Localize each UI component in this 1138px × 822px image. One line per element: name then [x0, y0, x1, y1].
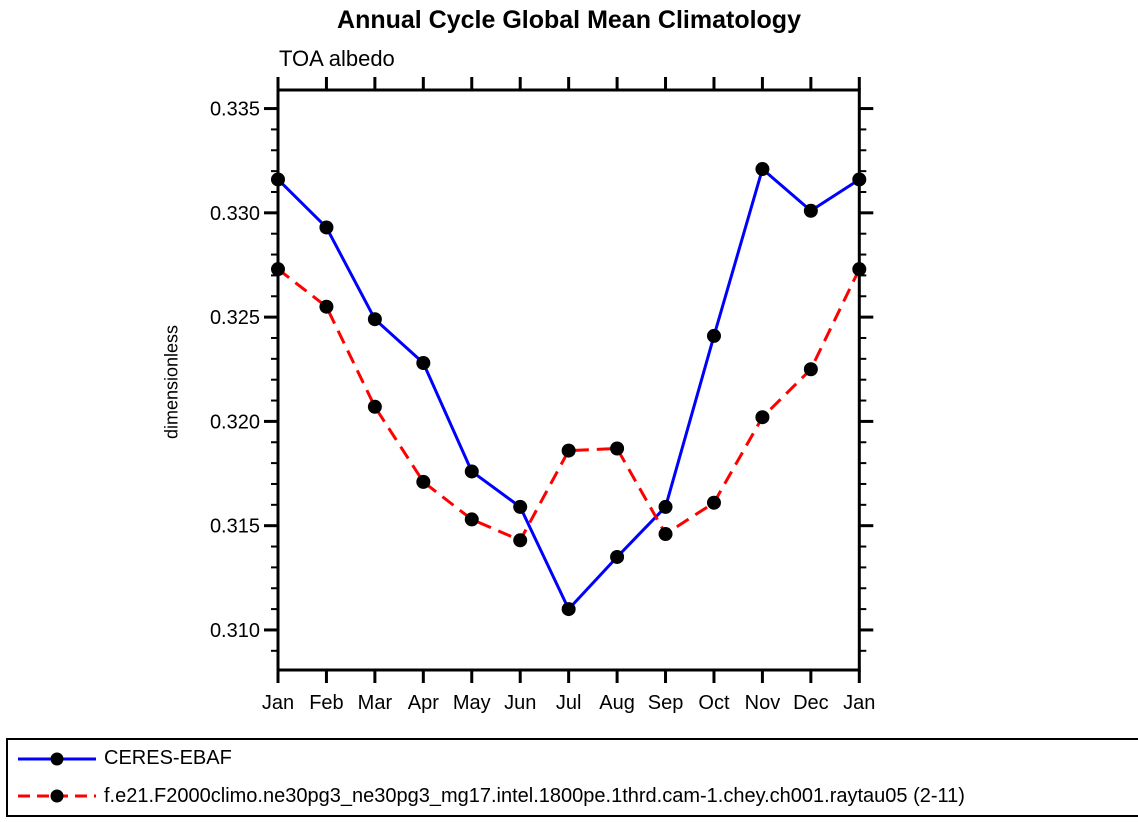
y-tick-label: 0.330 [210, 203, 260, 225]
data-point-1-Oct [706, 495, 721, 510]
series-line-1 [277, 267, 861, 542]
x-tick-label: Aug [599, 692, 635, 714]
data-point-0-Nov [755, 162, 770, 177]
data-point-1-Jun [513, 533, 528, 548]
legend-label: CERES-EBAF [104, 747, 232, 770]
data-point-0-Jan [271, 172, 285, 187]
data-point-0-Aug [610, 549, 625, 564]
data-point-1-Jul [561, 443, 576, 458]
legend-line-sample-dashed [18, 789, 96, 803]
series-line-0 [276, 167, 861, 611]
x-tick-label: Oct [698, 692, 730, 714]
data-point-0-Jan [852, 172, 867, 187]
x-tick-label: Jul [556, 692, 582, 714]
data-point-1-Apr [416, 474, 431, 489]
data-point-1-Nov [755, 410, 770, 425]
data-point-1-May [464, 512, 479, 527]
legend-line-sample-solid [18, 752, 96, 766]
x-tick-label: Nov [745, 692, 781, 714]
data-point-0-Mar [367, 312, 382, 327]
y-tick-label: 0.320 [210, 411, 260, 433]
data-point-0-Oct [706, 328, 721, 343]
data-point-1-Mar [367, 399, 382, 414]
legend-item-model: f.e21.F2000climo.ne30pg3_ne30pg3_mg17.in… [16, 778, 1138, 814]
data-point-0-May [464, 464, 479, 479]
data-point-0-Feb [319, 220, 334, 235]
y-tick-label: 0.335 [210, 99, 260, 121]
data-point-1-Dec [803, 362, 818, 377]
legend-box: CERES-EBAF f.e21.F2000climo.ne30pg3_ne30… [6, 738, 1138, 817]
data-point-1-Jan [852, 262, 867, 277]
y-tick-label: 0.310 [210, 620, 260, 642]
legend-item-observation: CERES-EBAF [16, 741, 1138, 777]
data-point-1-Jan [271, 262, 285, 277]
legend-label: f.e21.F2000climo.ne30pg3_ne30pg3_mg17.in… [104, 784, 965, 807]
x-tick-label: Jan [262, 692, 294, 714]
x-tick-label: Mar [358, 692, 393, 714]
x-tick-label: Jun [504, 692, 536, 714]
data-point-1-Sep [658, 527, 673, 542]
x-tick-label: Jan [843, 692, 875, 714]
x-tick-label: Feb [309, 692, 343, 714]
data-point-1-Aug [610, 441, 625, 456]
x-tick-label: Apr [408, 692, 439, 714]
data-point-0-Apr [416, 356, 431, 371]
y-tick-label: 0.325 [210, 307, 260, 329]
data-point-1-Feb [319, 299, 334, 314]
data-point-0-Jun [513, 499, 528, 514]
data-point-0-Dec [803, 203, 818, 218]
plot-subtitle: TOA albedo [279, 46, 395, 71]
data-point-0-Jul [561, 602, 576, 617]
y-tick-label: 0.315 [210, 516, 260, 538]
x-tick-label: Dec [793, 692, 829, 714]
page-title: Annual Cycle Global Mean Climatology [337, 6, 801, 34]
x-tick-label: May [453, 692, 491, 714]
data-point-0-Sep [658, 499, 673, 514]
x-tick-label: Sep [648, 692, 684, 714]
